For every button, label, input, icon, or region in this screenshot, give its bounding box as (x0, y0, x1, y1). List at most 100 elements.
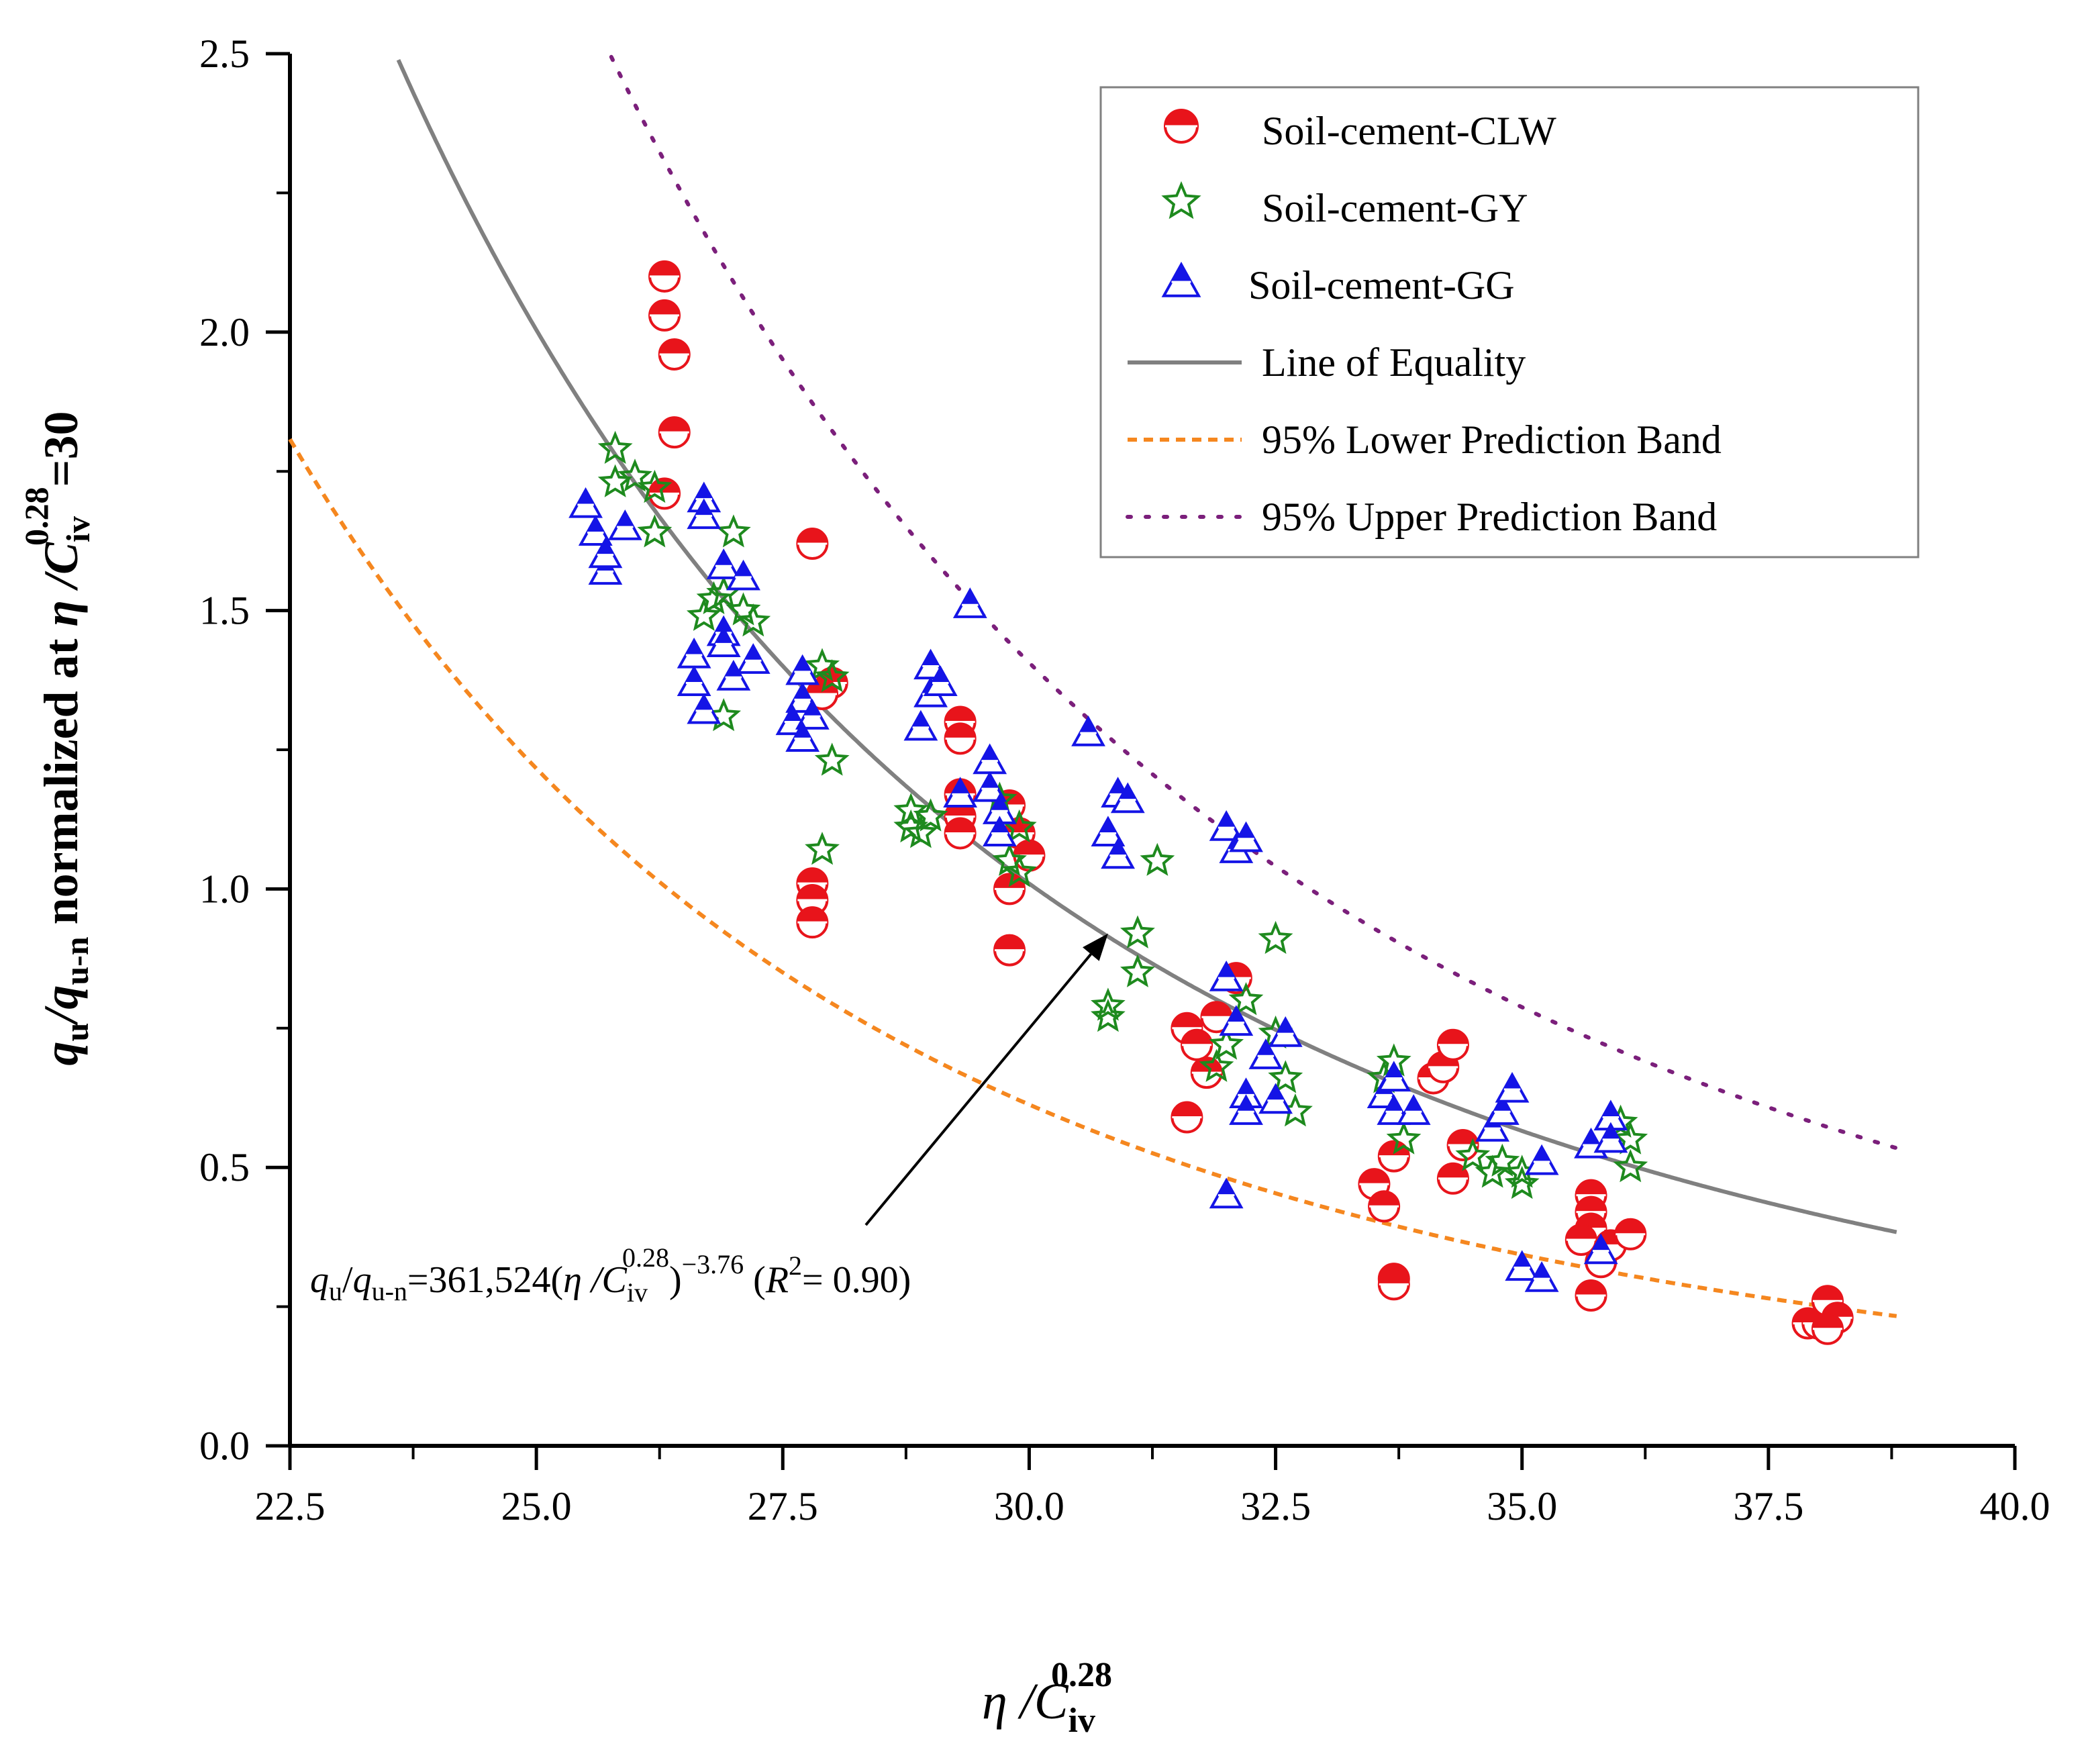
data-point (893, 793, 929, 826)
legend-label-upper: 95% Upper Prediction Band (1262, 495, 1717, 539)
y-tick-label: 2.5 (199, 32, 250, 76)
x-tick-label: 30.0 (994, 1484, 1064, 1528)
x-tick-label: 37.5 (1733, 1484, 1803, 1528)
data-point (658, 338, 691, 371)
legend-symbol-clw (1164, 109, 1199, 144)
data-point (1228, 982, 1264, 1016)
data-point (1091, 998, 1126, 1032)
data-point (1377, 1268, 1410, 1301)
data-point (1219, 1005, 1254, 1036)
y-axis-ticks: 0.0 0.5 1.0 1.5 2.0 2.5 (199, 32, 290, 1468)
data-point (1001, 854, 1037, 887)
data-point (578, 515, 613, 546)
data-point (1524, 1144, 1559, 1175)
data-point (805, 832, 840, 865)
series-2 (568, 481, 1628, 1292)
data-point (648, 260, 681, 293)
legend-label-gy: Soil-cement-GY (1262, 186, 1528, 230)
data-point (648, 299, 681, 332)
data-point (1436, 1028, 1469, 1061)
legend-label-gg: Soil-cement-GG (1248, 263, 1515, 307)
data-point (1358, 1168, 1391, 1201)
legend: Soil-cement-CLW Soil-cement-GY Soil-ceme… (1099, 86, 1920, 558)
data-point (1446, 1129, 1479, 1162)
data-point (952, 587, 987, 618)
x-tick-label: 35.0 (1487, 1484, 1557, 1528)
data-point (687, 693, 722, 724)
data-point (1229, 1094, 1263, 1125)
data-point (706, 626, 741, 657)
data-point (973, 771, 1007, 802)
data-point (1368, 1190, 1401, 1223)
data-point (1504, 1165, 1540, 1199)
data-point (1091, 987, 1126, 1021)
data-point (658, 416, 691, 449)
data-point (736, 643, 771, 674)
lower-band-curve (288, 438, 1897, 1318)
data-point (903, 709, 938, 741)
annotation-arrow (864, 953, 1092, 1226)
data-point (677, 665, 711, 697)
data-point (1564, 1224, 1597, 1257)
data-point (1120, 954, 1155, 987)
data-point (1524, 1261, 1559, 1292)
legend-label-clw: Soil-cement-CLW (1262, 109, 1556, 153)
x-tick-label: 25.0 (501, 1484, 572, 1528)
data-point (1209, 810, 1244, 841)
data-point (913, 798, 948, 832)
data-point (677, 637, 711, 669)
data-point (903, 815, 938, 848)
data-point (736, 603, 771, 637)
data-point (617, 458, 652, 492)
data-point (1258, 1083, 1293, 1114)
data-point (568, 487, 603, 518)
data-point (1200, 1001, 1233, 1034)
data-point (1229, 821, 1263, 852)
data-point (1071, 715, 1105, 746)
data-point (1140, 842, 1175, 876)
data-point (1209, 1177, 1244, 1209)
data-point (814, 742, 850, 776)
data-point (785, 721, 820, 752)
data-point (1268, 1060, 1303, 1093)
legend-label-fit: Line of Equality (1262, 340, 1526, 385)
data-point (1110, 782, 1145, 814)
y-tick-label: 0.5 (199, 1145, 250, 1189)
data-point (1455, 1138, 1491, 1171)
data-point (1593, 1122, 1628, 1153)
x-tick-label: 27.5 (748, 1484, 818, 1528)
data-point (1396, 1094, 1431, 1125)
data-point (1575, 1279, 1607, 1312)
data-point (796, 528, 829, 560)
data-point (1268, 1016, 1303, 1047)
data-point (1258, 920, 1293, 954)
data-point (686, 597, 722, 631)
data-point (1209, 961, 1244, 991)
data-point (1614, 1218, 1647, 1251)
data-point (1436, 1162, 1469, 1195)
data-point (1377, 1061, 1411, 1092)
y-tick-label: 2.0 (199, 310, 250, 354)
equation-text: qu/qu-n=361,524(η /Civ0.28)−3.76 (R2= 0.… (310, 1242, 911, 1308)
data-point (1199, 1048, 1234, 1082)
data-point (1811, 1312, 1844, 1345)
data-point (1248, 1038, 1283, 1069)
legend-symbol-gg (1161, 261, 1201, 297)
data-point (1485, 1094, 1520, 1125)
x-tick-label: 22.5 (255, 1484, 326, 1528)
data-markers (568, 260, 1854, 1345)
legend-label-lower: 95% Lower Prediction Band (1262, 418, 1722, 462)
data-point (796, 906, 829, 939)
data-point (993, 934, 1026, 967)
data-point (1181, 1028, 1213, 1061)
data-point (923, 665, 958, 697)
data-point (637, 514, 673, 548)
data-point (607, 509, 642, 540)
data-point (944, 817, 977, 850)
y-tick-label: 1.0 (199, 867, 250, 911)
legend-box (1099, 86, 1920, 558)
data-point (943, 777, 978, 807)
data-point (726, 559, 760, 591)
data-point (795, 699, 830, 730)
